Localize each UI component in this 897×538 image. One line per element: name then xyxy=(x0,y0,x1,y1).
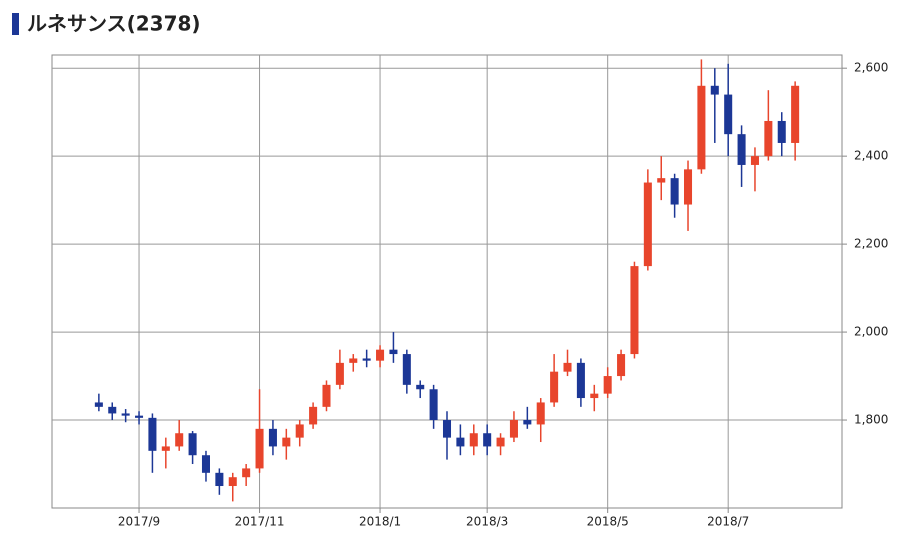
candle-body xyxy=(295,424,304,438)
title-icon xyxy=(12,13,19,35)
candle-body xyxy=(282,437,291,447)
x-tick-label: 2018/3 xyxy=(466,515,508,529)
candle-body xyxy=(416,384,425,390)
candle-body xyxy=(442,420,452,438)
x-tick-label: 2018/5 xyxy=(587,515,629,529)
candle-body xyxy=(603,376,612,394)
candle-body xyxy=(724,94,733,135)
candle-body xyxy=(523,420,532,425)
candle-body xyxy=(135,415,144,418)
y-tick-label: 1,800 xyxy=(854,413,888,427)
candle-body xyxy=(643,182,652,267)
candle-body xyxy=(215,472,224,487)
chart-title: ルネサンス(2378) xyxy=(27,12,201,36)
candle-body xyxy=(362,358,371,361)
candle-body xyxy=(536,402,545,425)
candle-body xyxy=(469,433,478,447)
candle-body xyxy=(161,446,170,451)
candle-body xyxy=(389,349,398,355)
candle-body xyxy=(791,85,800,143)
candle-body xyxy=(576,362,585,399)
candle-body xyxy=(630,266,639,355)
y-tick-label: 2,200 xyxy=(854,237,888,251)
y-tick-label: 2,000 xyxy=(854,325,888,339)
candle-body xyxy=(228,477,237,487)
candle-body xyxy=(750,156,759,165)
candle-body xyxy=(121,413,130,416)
candle-body xyxy=(268,428,277,447)
candle-body xyxy=(590,393,599,399)
y-tick-label: 2,400 xyxy=(854,149,888,163)
x-tick-label: 2017/9 xyxy=(118,515,160,529)
candle-body xyxy=(175,433,184,447)
candle-body xyxy=(563,362,572,372)
candle-body xyxy=(322,384,331,407)
x-tick-label: 2018/7 xyxy=(707,515,749,529)
candle-body xyxy=(737,134,746,165)
candle-body xyxy=(483,433,492,447)
candle-body xyxy=(335,362,344,385)
candle-body xyxy=(777,120,786,143)
candle-body xyxy=(255,428,264,469)
candle-body xyxy=(697,85,706,170)
candle-body xyxy=(684,169,693,205)
x-tick-label: 2018/1 xyxy=(359,515,401,529)
candle-body xyxy=(201,455,210,473)
candle-body xyxy=(148,417,157,451)
candle-body xyxy=(108,406,117,414)
candle-body xyxy=(657,178,666,183)
candle-body xyxy=(710,85,719,95)
candle-body xyxy=(402,354,411,385)
candle-body xyxy=(617,354,626,377)
candle-body xyxy=(764,120,773,157)
x-tick-label: 2017/11 xyxy=(235,515,285,529)
candle-body xyxy=(94,402,103,407)
candle-body xyxy=(509,420,518,438)
candle-body xyxy=(670,178,679,205)
candle-body xyxy=(188,433,197,456)
candle-body xyxy=(496,437,505,447)
candle-body xyxy=(242,468,251,478)
y-tick-label: 2,600 xyxy=(854,61,888,75)
candle-body xyxy=(349,358,358,363)
candle-body xyxy=(456,437,465,447)
candle-body xyxy=(550,371,559,403)
plot-frame xyxy=(51,54,843,509)
candle-body xyxy=(309,406,318,425)
candle-body xyxy=(376,349,385,361)
candle-body xyxy=(429,389,438,421)
